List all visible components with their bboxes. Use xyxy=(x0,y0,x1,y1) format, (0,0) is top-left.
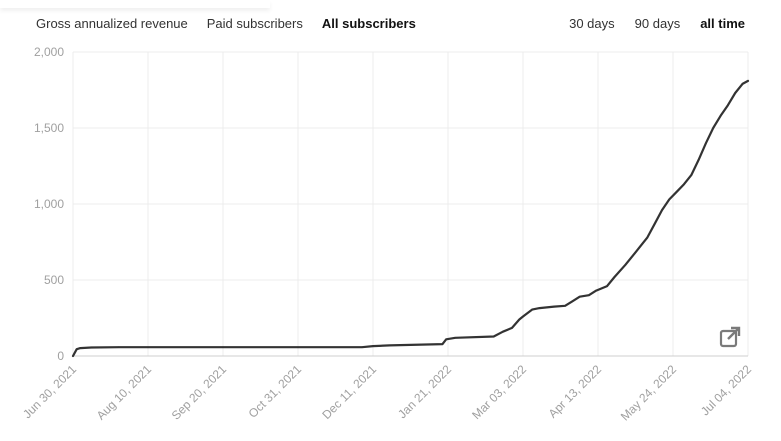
data-point xyxy=(697,159,700,161)
y-tick-label: 0 xyxy=(57,349,64,363)
data-point xyxy=(492,335,495,338)
data-point xyxy=(734,92,736,94)
data-point xyxy=(712,127,714,129)
data-point xyxy=(571,300,574,303)
data-point xyxy=(653,223,656,225)
external-link-icon xyxy=(719,326,741,348)
data-point xyxy=(388,344,391,347)
data-point xyxy=(646,236,649,239)
y-tick-label: 1,000 xyxy=(34,197,64,211)
data-point xyxy=(372,345,374,347)
data-point xyxy=(454,337,457,339)
data-point xyxy=(79,347,82,349)
data-point xyxy=(613,276,616,278)
data-point xyxy=(75,348,78,351)
data-point xyxy=(518,318,521,321)
x-tick-label: Jan 21, 2022 xyxy=(395,362,454,421)
data-point xyxy=(445,338,448,341)
data-point xyxy=(675,191,678,193)
data-point xyxy=(72,355,74,357)
data-point xyxy=(522,315,524,318)
data-point xyxy=(668,198,671,201)
data-point xyxy=(222,346,224,349)
data-point xyxy=(683,183,685,185)
data-point xyxy=(90,346,93,349)
y-tick-label: 500 xyxy=(44,273,64,287)
data-point xyxy=(632,254,634,257)
metric-tabs: Gross annualized revenue Paid subscriber… xyxy=(36,16,435,31)
data-point xyxy=(588,294,590,297)
data-point xyxy=(624,264,627,266)
x-tick-label: Oct 31, 2021 xyxy=(246,362,305,421)
open-external-button[interactable] xyxy=(719,326,741,348)
data-point xyxy=(747,80,749,82)
tab-gross-annualized-revenue[interactable]: Gross annualized revenue xyxy=(36,16,188,31)
x-tick-label: Dec 11, 2021 xyxy=(319,362,379,422)
data-point xyxy=(538,307,541,309)
x-tick-label: Aug 10, 2021 xyxy=(94,362,155,423)
data-point xyxy=(661,209,663,211)
series-line xyxy=(71,79,750,358)
range-90-days[interactable]: 90 days xyxy=(634,16,681,31)
x-tick-label: Apr 13, 2022 xyxy=(546,362,605,421)
data-point xyxy=(595,289,597,292)
y-tick-label: 2,000 xyxy=(34,45,64,59)
data-point xyxy=(502,330,504,333)
x-tick-label: Jul 04, 2022 xyxy=(698,362,754,418)
range-30-days[interactable]: 30 days xyxy=(569,16,615,31)
data-point xyxy=(719,115,722,117)
tab-paid-subscribers[interactable]: Paid subscribers xyxy=(206,16,303,31)
data-point xyxy=(117,346,120,349)
data-point xyxy=(553,305,555,308)
data-point xyxy=(441,343,444,345)
range-all-time[interactable]: all time xyxy=(700,16,745,31)
x-tick-label: May 24, 2022 xyxy=(618,362,680,424)
x-tick-label: Sep 20, 2021 xyxy=(169,362,230,423)
data-point xyxy=(147,346,149,349)
data-point xyxy=(531,308,533,311)
data-point xyxy=(297,346,299,349)
data-point xyxy=(690,174,693,176)
range-tabs: 30 days 90 days all time xyxy=(549,16,745,31)
data-point xyxy=(606,285,608,287)
x-tick-label: Jun 30, 2021 xyxy=(20,362,79,421)
data-point xyxy=(564,305,566,307)
x-tick-label: Mar 03, 2022 xyxy=(469,362,529,422)
y-tick-label: 1,500 xyxy=(34,121,64,135)
data-point xyxy=(578,295,581,298)
data-point xyxy=(727,104,729,106)
tab-all-subscribers[interactable]: All subscribers xyxy=(321,16,416,31)
data-point xyxy=(741,83,744,85)
data-point xyxy=(511,327,513,329)
data-point xyxy=(361,346,363,349)
data-point xyxy=(705,142,707,144)
data-point xyxy=(639,245,641,248)
toolbar: Gross annualized revenue Paid subscriber… xyxy=(0,0,781,46)
